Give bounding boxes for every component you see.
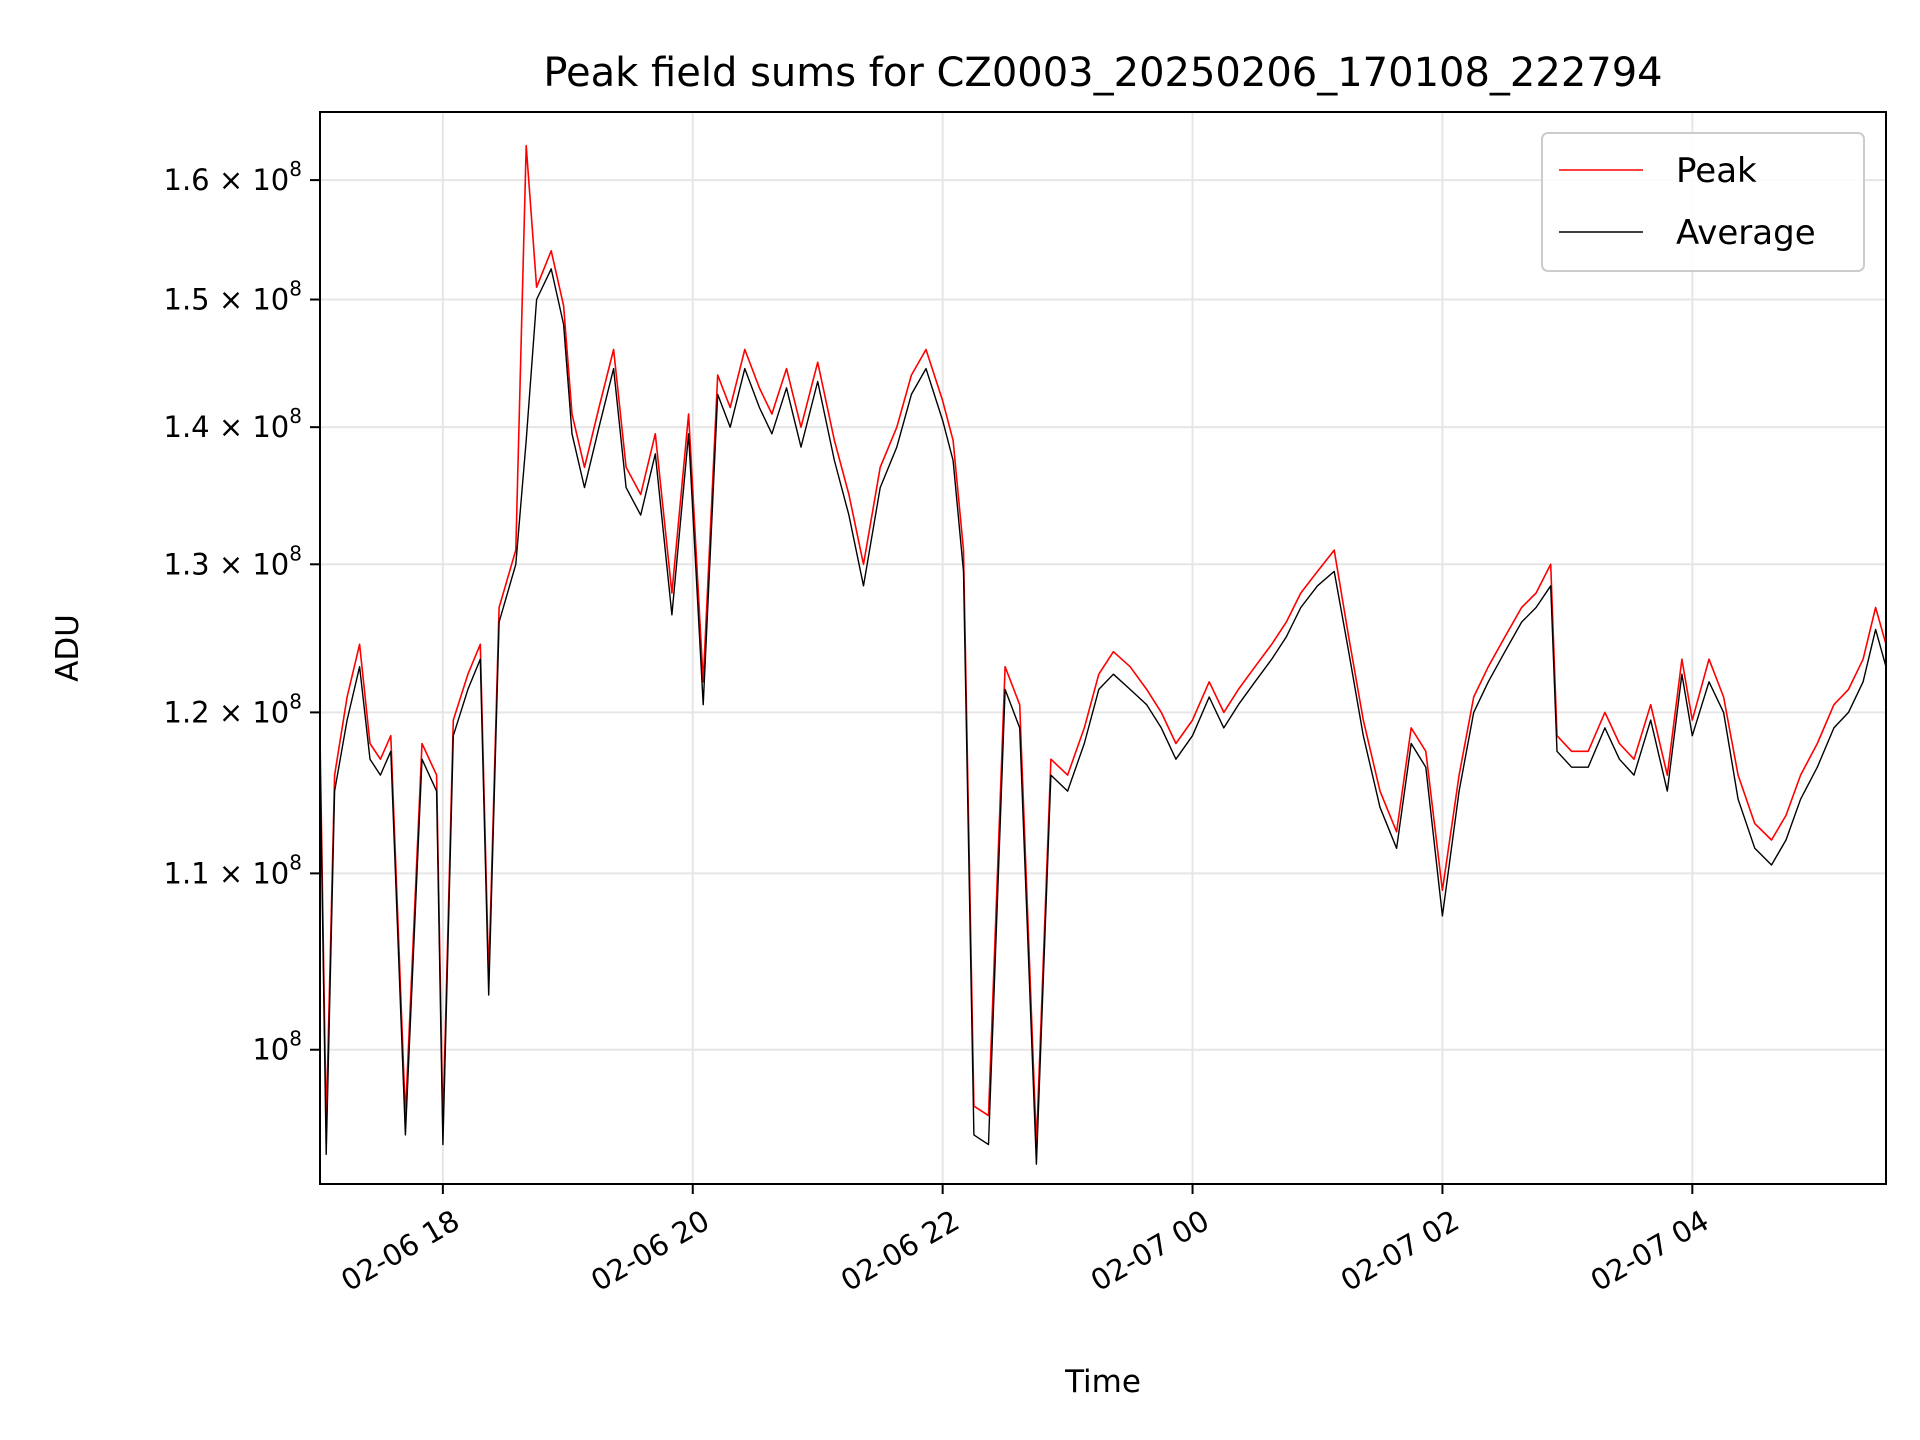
y-tick-exponent: 8: [289, 1027, 302, 1051]
legend-label-peak: Peak: [1676, 151, 1757, 191]
y-tick-label: 1.4 × 108: [164, 404, 303, 444]
x-axis-label: Time: [1064, 1364, 1141, 1400]
y-tick-label: 1.2 × 108: [164, 689, 303, 729]
y-tick-label: 1.5 × 108: [164, 277, 303, 317]
y-tick-label: 1.6 × 108: [164, 157, 303, 197]
y-tick-mantissa: 10: [252, 1033, 289, 1067]
y-tick-exponent: 8: [289, 850, 302, 874]
y-tick-mantissa: 1.4 × 10: [164, 410, 290, 444]
legend: Peak Average: [1542, 133, 1864, 271]
y-tick-label: 1.1 × 108: [164, 850, 303, 890]
y-tick-mantissa: 1.2 × 10: [164, 695, 290, 729]
y-tick-mantissa: 1.6 × 10: [164, 163, 290, 197]
y-tick-label: 1.3 × 108: [164, 541, 303, 581]
chart: 02-06 18 02-06 20 02-06 22 02-07 00 02-07 02…: [0, 0, 1920, 1440]
y-tick-mantissa: 1.5 × 10: [164, 283, 290, 317]
y-tick-exponent: 8: [289, 404, 302, 428]
y-tick-exponent: 8: [289, 541, 302, 565]
chart-title: Peak field sums for CZ0003_20250206_1701…: [543, 50, 1662, 96]
y-tick-exponent: 8: [289, 689, 302, 713]
y-tick-mantissa: 1.1 × 10: [164, 856, 290, 890]
y-tick-exponent: 8: [289, 157, 302, 181]
y-axis-label: ADU: [50, 614, 86, 682]
y-tick-mantissa: 1.3 × 10: [164, 547, 290, 581]
legend-label-average: Average: [1676, 213, 1816, 253]
y-tick-exponent: 8: [289, 277, 302, 301]
